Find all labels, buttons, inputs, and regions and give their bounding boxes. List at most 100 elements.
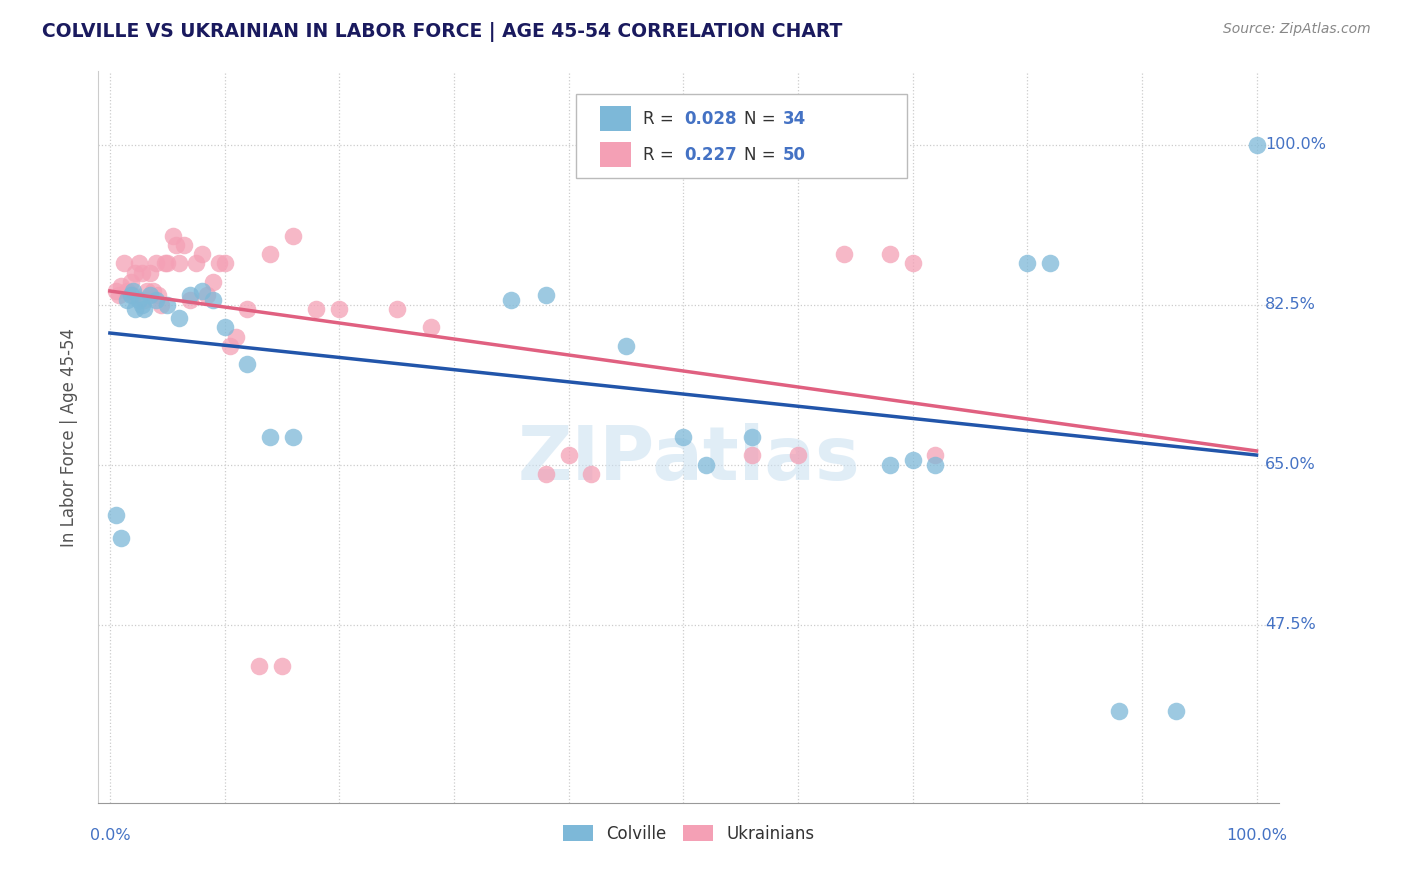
Point <box>328 301 350 317</box>
Point <box>115 284 138 298</box>
Point <box>173 238 195 252</box>
Point <box>695 458 717 472</box>
Point <box>202 275 225 289</box>
Point <box>110 279 132 293</box>
Text: 65.0%: 65.0% <box>1265 457 1316 472</box>
Point <box>236 301 259 317</box>
Point <box>121 284 143 298</box>
Point <box>924 448 946 462</box>
Point <box>134 293 156 307</box>
Point <box>120 288 142 302</box>
Point <box>420 320 443 334</box>
Point <box>247 658 270 673</box>
Point <box>156 297 179 311</box>
Point <box>672 430 695 444</box>
Text: 34: 34 <box>783 111 807 128</box>
Point <box>131 266 153 280</box>
Point <box>283 430 305 444</box>
Point <box>901 453 924 467</box>
Point <box>557 448 579 462</box>
Text: 0.0%: 0.0% <box>90 828 131 843</box>
Point <box>115 293 138 307</box>
Point <box>146 288 169 302</box>
Point <box>901 256 924 270</box>
Point <box>179 288 201 302</box>
Point <box>924 458 946 472</box>
Point <box>128 256 150 270</box>
Point <box>581 467 603 481</box>
Point <box>145 256 167 270</box>
Point <box>121 288 143 302</box>
Text: 47.5%: 47.5% <box>1265 617 1316 632</box>
Point <box>832 247 855 261</box>
Point <box>270 658 292 673</box>
Point <box>786 448 808 462</box>
Point <box>190 284 212 298</box>
Text: ZIPatlas: ZIPatlas <box>517 423 860 496</box>
Text: R =: R = <box>643 111 679 128</box>
Point <box>104 508 127 522</box>
Point <box>202 293 225 307</box>
Point <box>124 301 146 317</box>
Point <box>214 256 236 270</box>
Text: 0.227: 0.227 <box>685 146 738 164</box>
Point <box>305 301 328 317</box>
Point <box>108 288 131 302</box>
Point <box>1166 705 1188 719</box>
Point <box>741 448 763 462</box>
Point <box>128 293 150 307</box>
Y-axis label: In Labor Force | Age 45-54: In Labor Force | Age 45-54 <box>59 327 77 547</box>
Point <box>112 256 135 270</box>
Point <box>165 238 187 252</box>
Point <box>135 284 157 298</box>
Text: 100.0%: 100.0% <box>1265 137 1326 152</box>
Point <box>534 288 557 302</box>
Point <box>1246 137 1268 152</box>
Point <box>179 293 201 307</box>
Point <box>534 467 557 481</box>
Point <box>184 256 207 270</box>
Point <box>167 256 190 270</box>
Point <box>1039 256 1062 270</box>
Point <box>283 228 305 243</box>
Point <box>110 531 132 545</box>
Point <box>139 266 162 280</box>
Text: N =: N = <box>744 111 780 128</box>
Point <box>385 301 408 317</box>
Point <box>131 297 153 311</box>
Point <box>134 301 156 317</box>
Point <box>879 458 901 472</box>
Point <box>120 275 142 289</box>
Text: 50: 50 <box>783 146 806 164</box>
Point <box>139 288 162 302</box>
Point <box>156 256 179 270</box>
Point <box>195 288 218 302</box>
Text: 100.0%: 100.0% <box>1226 828 1286 843</box>
Point <box>236 357 259 371</box>
Point <box>219 338 242 352</box>
Point <box>1017 256 1039 270</box>
Text: N =: N = <box>744 146 780 164</box>
Point <box>614 338 637 352</box>
Text: Source: ZipAtlas.com: Source: ZipAtlas.com <box>1223 22 1371 37</box>
Point <box>259 430 281 444</box>
Point <box>214 320 236 334</box>
Point <box>167 311 190 326</box>
Point <box>501 293 523 307</box>
Point <box>153 256 176 270</box>
Text: 82.5%: 82.5% <box>1265 297 1316 312</box>
Text: 0.028: 0.028 <box>685 111 737 128</box>
Point <box>162 228 184 243</box>
Point <box>190 247 212 261</box>
Point <box>142 284 165 298</box>
Point <box>208 256 231 270</box>
Text: R =: R = <box>643 146 679 164</box>
Point <box>1108 705 1130 719</box>
Point <box>150 297 173 311</box>
Text: COLVILLE VS UKRAINIAN IN LABOR FORCE | AGE 45-54 CORRELATION CHART: COLVILLE VS UKRAINIAN IN LABOR FORCE | A… <box>42 22 842 42</box>
Point <box>879 247 901 261</box>
Point <box>104 284 127 298</box>
Point <box>225 329 247 343</box>
Point <box>259 247 281 261</box>
Point <box>741 430 763 444</box>
